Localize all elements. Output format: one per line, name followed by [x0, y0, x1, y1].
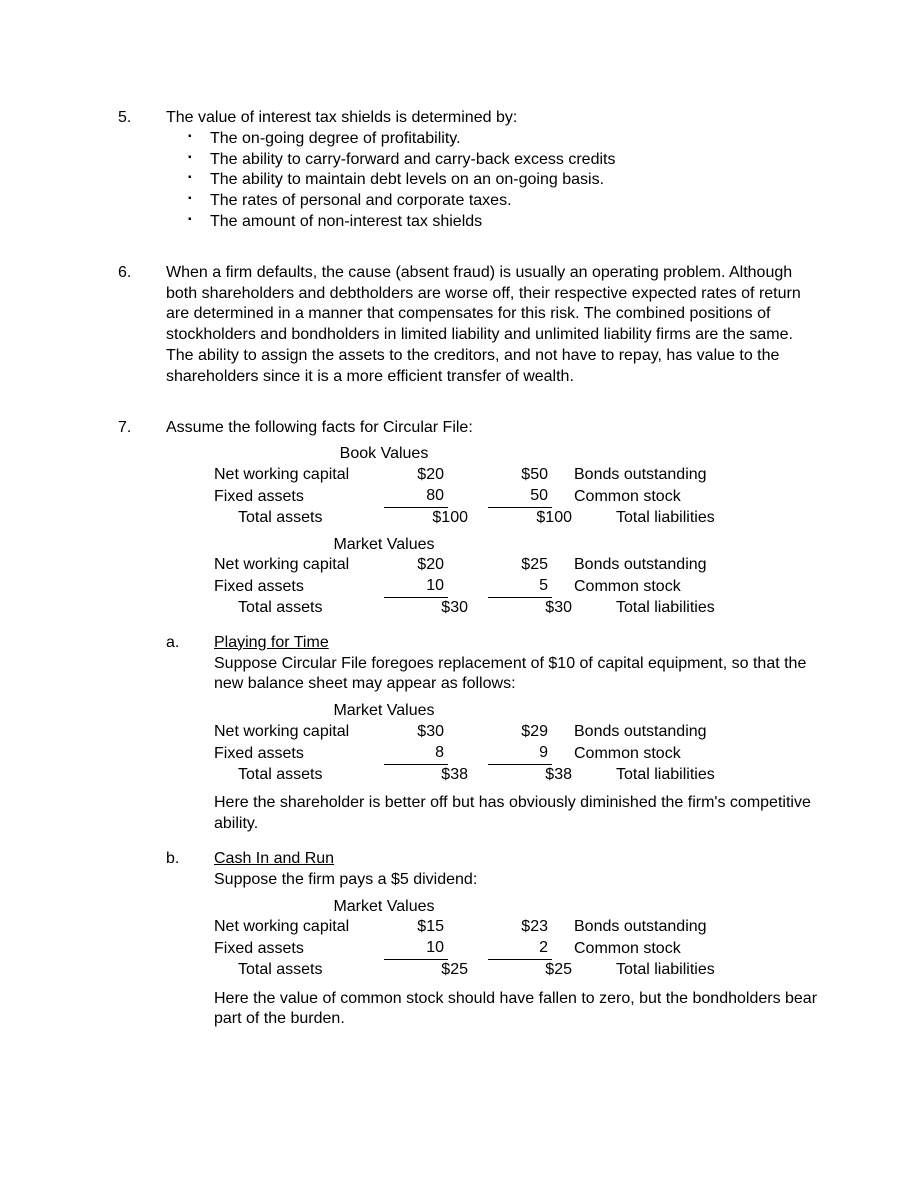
question-body: Assume the following facts for Circular …	[166, 418, 820, 1031]
bs-left-value: $15	[384, 917, 448, 938]
bullet-item: The ability to maintain debt levels on a…	[188, 170, 820, 191]
bullet-item: The ability to carry-forward and carry-b…	[188, 150, 820, 171]
bs-row: Total assets $38 $38 Total liabilities	[214, 765, 754, 786]
bs-left-value: 80	[384, 486, 448, 508]
subpart-body: Cash In and Run Suppose the firm pays a …	[214, 849, 820, 1030]
bs-right-label: Common stock	[552, 487, 754, 508]
bs-left-value: 10	[384, 576, 448, 598]
bs-right-label: Total liabilities	[576, 960, 754, 981]
bs-title: Market Values	[214, 701, 554, 722]
bs-row: Total assets $100 $100 Total liabilities	[214, 508, 754, 529]
bs-left-value: 8	[384, 743, 448, 765]
bs-left-value: $20	[384, 465, 448, 486]
bs-title: Book Values	[214, 444, 554, 465]
subpart-a: a. Playing for Time Suppose Circular Fil…	[166, 633, 820, 835]
bs-row: Net working capital $20 $50 Bonds outsta…	[214, 465, 754, 486]
bs-left-label: Total assets	[214, 765, 408, 786]
bs-left-label: Net working capital	[214, 465, 384, 486]
bs-right-value: $50	[488, 465, 552, 486]
bs-row: Fixed assets 10 5 Common stock	[214, 576, 754, 598]
bs-right-value: $100	[512, 508, 576, 529]
question-number: 6.	[118, 263, 166, 388]
bs-left-label: Fixed assets	[214, 939, 384, 960]
subpart-intro: Suppose the firm pays a $5 dividend:	[214, 870, 820, 891]
bs-left-value: $38	[408, 765, 472, 786]
balance-sheet-b: Market Values Net working capital $15 $2…	[214, 897, 754, 981]
bs-right-value: $30	[512, 598, 576, 619]
subpart-title: Cash In and Run	[214, 849, 820, 870]
bs-left-value: $20	[384, 555, 448, 576]
bs-right-label: Bonds outstanding	[552, 555, 754, 576]
bs-row: Net working capital $15 $23 Bonds outsta…	[214, 917, 754, 938]
bs-row: Total assets $30 $30 Total liabilities	[214, 598, 754, 619]
bs-left-value: $30	[384, 722, 448, 743]
bs-row: Total assets $25 $25 Total liabilities	[214, 960, 754, 981]
bs-right-label: Bonds outstanding	[552, 917, 754, 938]
balance-sheet-a: Market Values Net working capital $30 $2…	[214, 701, 754, 785]
bs-left-label: Total assets	[214, 508, 408, 529]
bs-left-label: Fixed assets	[214, 577, 384, 598]
bs-left-label: Net working capital	[214, 722, 384, 743]
bs-right-label: Total liabilities	[576, 765, 754, 786]
bs-left-value: $30	[408, 598, 472, 619]
bs-right-value: $25	[512, 960, 576, 981]
question-body: When a firm defaults, the cause (absent …	[166, 263, 820, 388]
bs-row: Fixed assets 8 9 Common stock	[214, 743, 754, 765]
subpart-intro: Suppose Circular File foregoes replaceme…	[214, 654, 820, 696]
bs-row: Fixed assets 80 50 Common stock	[214, 486, 754, 508]
bs-row: Net working capital $20 $25 Bonds outsta…	[214, 555, 754, 576]
bs-left-label: Fixed assets	[214, 487, 384, 508]
question-lead: Assume the following facts for Circular …	[166, 418, 820, 439]
question-body: The value of interest tax shields is det…	[166, 108, 820, 233]
bullet-item: The on-going degree of profitability.	[188, 129, 820, 150]
subpart-title: Playing for Time	[214, 633, 820, 654]
bs-left-label: Fixed assets	[214, 744, 384, 765]
subpart-outro: Here the shareholder is better off but h…	[214, 793, 820, 835]
subpart-label: b.	[166, 849, 214, 1030]
bs-right-value: $23	[488, 917, 552, 938]
question-lead: The value of interest tax shields is det…	[166, 108, 820, 129]
bs-right-label: Bonds outstanding	[552, 722, 754, 743]
bs-left-value: 10	[384, 938, 448, 960]
bs-right-value: 5	[488, 576, 552, 598]
bullet-list: The on-going degree of profitability. Th…	[166, 129, 820, 233]
subpart-label: a.	[166, 633, 214, 835]
bs-right-value: $29	[488, 722, 552, 743]
question-6: 6. When a firm defaults, the cause (abse…	[118, 263, 820, 388]
bs-left-label: Total assets	[214, 960, 408, 981]
bs-right-value: 50	[488, 486, 552, 508]
question-5: 5. The value of interest tax shields is …	[118, 108, 820, 233]
bs-left-label: Net working capital	[214, 555, 384, 576]
balance-sheet-book: Book Values Net working capital $20 $50 …	[214, 444, 754, 528]
bs-right-label: Bonds outstanding	[552, 465, 754, 486]
bs-right-value: $38	[512, 765, 576, 786]
bs-right-value: 2	[488, 938, 552, 960]
bullet-item: The amount of non-interest tax shields	[188, 212, 820, 233]
subpart-body: Playing for Time Suppose Circular File f…	[214, 633, 820, 835]
balance-sheet-market: Market Values Net working capital $20 $2…	[214, 535, 754, 619]
bullet-item: The rates of personal and corporate taxe…	[188, 191, 820, 212]
question-number: 7.	[118, 418, 166, 1031]
bs-right-value: 9	[488, 743, 552, 765]
subpart-outro: Here the value of common stock should ha…	[214, 989, 820, 1031]
bs-row: Fixed assets 10 2 Common stock	[214, 938, 754, 960]
question-number: 5.	[118, 108, 166, 233]
bs-left-value: $25	[408, 960, 472, 981]
bs-left-label: Net working capital	[214, 917, 384, 938]
subpart-b: b. Cash In and Run Suppose the firm pays…	[166, 849, 820, 1030]
bs-left-label: Total assets	[214, 598, 408, 619]
bs-right-value: $25	[488, 555, 552, 576]
bs-right-label: Common stock	[552, 939, 754, 960]
bs-right-label: Total liabilities	[576, 598, 754, 619]
bs-title: Market Values	[214, 535, 554, 556]
question-7: 7. Assume the following facts for Circul…	[118, 418, 820, 1031]
bs-row: Net working capital $30 $29 Bonds outsta…	[214, 722, 754, 743]
bs-title: Market Values	[214, 897, 554, 918]
bs-right-label: Common stock	[552, 577, 754, 598]
bs-right-label: Common stock	[552, 744, 754, 765]
bs-right-label: Total liabilities	[576, 508, 754, 529]
bs-left-value: $100	[408, 508, 472, 529]
